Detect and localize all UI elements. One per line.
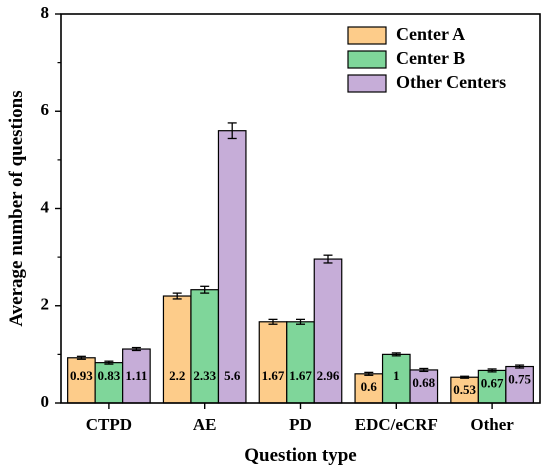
data-labels-layer: 0.93 0.83 1.11 2.2 2.33 5.6 1.67 1.67 2.96 0.6 1 0.… [70, 368, 531, 397]
legend-label: Center B [396, 48, 465, 68]
bar-other-centers-ae [217, 130, 247, 404]
data-label: 0.53 [453, 382, 476, 397]
error-bar [487, 368, 497, 373]
data-label: 1.11 [125, 368, 147, 383]
data-label: 0.6 [361, 379, 378, 394]
data-label: 2.96 [317, 368, 340, 383]
x-axis-ticks: CTPD AE PD EDC/eCRF Other [86, 403, 514, 434]
bars-layer [67, 130, 534, 404]
data-label: 1 [393, 368, 400, 383]
legend-item: Center A [347, 24, 465, 45]
x-tick-label: PD [289, 415, 312, 434]
x-tick-label: AE [193, 415, 217, 434]
y-tick-label: 6 [41, 100, 50, 119]
error-bar [296, 318, 305, 325]
x-tick-label: CTPD [86, 415, 132, 434]
y-tick-label: 4 [41, 197, 50, 216]
legend-item: Center B [347, 48, 465, 69]
error-bar [76, 355, 86, 360]
legend-swatch [347, 74, 387, 93]
legend: Center A Center B Other Centers [347, 24, 506, 93]
legend-label: Other Centers [396, 72, 506, 92]
error-bar [200, 285, 210, 294]
error-bar [364, 371, 374, 376]
y-axis-title: Average number of questions [6, 90, 27, 326]
bar-center-a-other [450, 376, 479, 404]
data-label: 1.67 [289, 368, 312, 383]
bar-other-centers-other [505, 365, 534, 404]
error-bar [131, 346, 141, 352]
error-bar [268, 318, 278, 325]
data-label: 2.33 [193, 368, 216, 383]
error-bars-layer [76, 122, 525, 379]
legend-label: Center A [396, 24, 465, 44]
data-label: 0.75 [508, 372, 531, 387]
bar-center-b-pd [286, 321, 315, 404]
legend-swatch [347, 26, 387, 45]
bar-center-a-ae [162, 295, 192, 404]
bar-center-b-ae [190, 289, 220, 404]
bar-other-centers-pd [313, 258, 343, 404]
x-axis-title: Question type [244, 445, 356, 466]
y-tick-label: 2 [41, 295, 50, 314]
data-label: 2.2 [169, 368, 185, 383]
x-tick-label: Other [470, 415, 514, 434]
data-label: 1.67 [262, 368, 285, 383]
error-bar [515, 364, 525, 369]
bar-center-b-edc-ecrf [381, 353, 411, 404]
error-bar [172, 292, 182, 300]
y-axis-ticks: 0 2 4 6 8 [41, 3, 61, 411]
data-label: 0.68 [412, 375, 435, 390]
y-tick-label: 0 [41, 392, 50, 411]
error-bar [460, 375, 470, 379]
error-bar [419, 367, 429, 373]
data-label: 0.93 [70, 368, 93, 383]
bar-center-a-pd [258, 321, 288, 404]
error-bar [391, 352, 401, 357]
x-tick-label: EDC/eCRF [355, 415, 438, 434]
error-bar [104, 360, 114, 365]
legend-swatch [347, 50, 387, 69]
data-label: 5.6 [224, 368, 241, 383]
error-bar [227, 122, 237, 140]
bar-center-a-ctpd [67, 357, 96, 404]
legend-item: Other Centers [347, 72, 506, 93]
data-label: 0.83 [98, 368, 121, 383]
data-label: 0.67 [481, 375, 504, 390]
y-tick-label: 8 [41, 3, 50, 22]
error-bar [323, 254, 333, 264]
